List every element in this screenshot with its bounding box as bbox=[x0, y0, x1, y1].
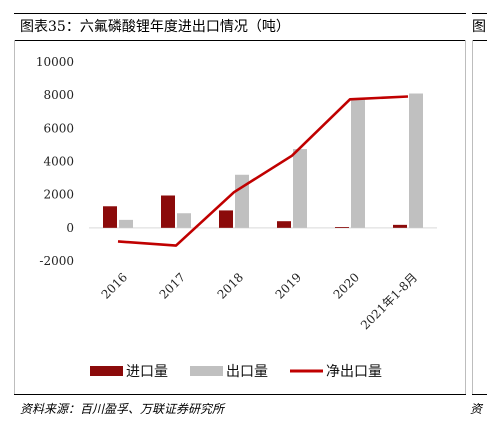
export-bar-3 bbox=[293, 149, 307, 228]
x-tick-label-4: 2020 bbox=[331, 270, 362, 301]
y-tick-label-6: 10000 bbox=[36, 55, 74, 69]
x-tick-label-3: 2019 bbox=[273, 270, 304, 301]
right-title-bottom-rule bbox=[472, 40, 487, 41]
import-bar-1 bbox=[161, 195, 175, 228]
net-export-line bbox=[117, 95, 409, 247]
legend-label-import: 进口量 bbox=[126, 364, 168, 380]
chart-frame-right bbox=[465, 40, 466, 394]
legend-label-net-export: 净出口量 bbox=[326, 364, 382, 380]
export-bar-5 bbox=[409, 93, 423, 228]
right-title-top-rule bbox=[472, 13, 487, 14]
right-chart-frame-left bbox=[472, 40, 473, 394]
import-bar-4 bbox=[335, 227, 349, 228]
title-top-rule bbox=[14, 13, 466, 14]
export-bar-4 bbox=[351, 98, 365, 228]
x-tick-label-2: 2018 bbox=[215, 270, 246, 301]
title-bottom-rule bbox=[14, 40, 466, 41]
y-tick-label-3: 4000 bbox=[43, 155, 74, 169]
x-tick-label-0: 2016 bbox=[99, 270, 130, 301]
chart-frame-left bbox=[14, 40, 15, 394]
right-footer-rule bbox=[472, 394, 487, 395]
legend-swatch-import bbox=[90, 366, 123, 376]
chart-title: 图表35：六氟磷酸锂年度进出口情况（吨） bbox=[20, 19, 290, 35]
adjacent-source-fragment: 资 bbox=[470, 402, 483, 416]
adjacent-chart-title-fragment: 图 bbox=[472, 19, 486, 35]
import-bar-0 bbox=[103, 206, 117, 228]
export-bar-0 bbox=[119, 219, 133, 228]
import-bar-2 bbox=[219, 210, 233, 228]
import-bar-3 bbox=[277, 221, 291, 228]
legend-label-export: 出口量 bbox=[226, 364, 268, 380]
y-tick-label-2: 2000 bbox=[43, 188, 74, 202]
y-tick-label-0: -2000 bbox=[39, 254, 74, 268]
footer-rule bbox=[14, 394, 466, 395]
y-tick-label-5: 8000 bbox=[43, 88, 74, 102]
import-bar-5 bbox=[393, 224, 407, 228]
export-bar-1 bbox=[177, 213, 191, 228]
source-note: 资料来源：百川盈孚、万联证券研究所 bbox=[20, 402, 225, 416]
y-tick-label-4: 6000 bbox=[43, 121, 74, 135]
x-tick-label-5: 2021年1-8月 bbox=[358, 270, 420, 332]
y-tick-label-1: 0 bbox=[66, 221, 74, 235]
x-tick-label-1: 2017 bbox=[157, 270, 188, 301]
legend-swatch-export bbox=[190, 366, 223, 376]
